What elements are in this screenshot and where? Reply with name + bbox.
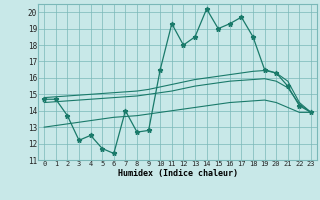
X-axis label: Humidex (Indice chaleur): Humidex (Indice chaleur) — [118, 169, 238, 178]
